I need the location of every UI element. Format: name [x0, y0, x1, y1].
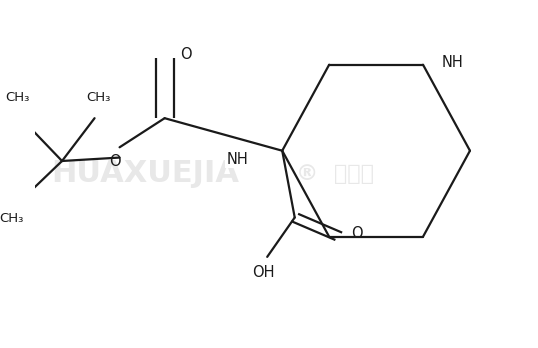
- Text: CH₃: CH₃: [87, 91, 111, 104]
- Text: O: O: [109, 154, 121, 169]
- Text: OH: OH: [252, 266, 274, 280]
- Text: CH₃: CH₃: [5, 91, 29, 104]
- Text: HUAXUEJIA: HUAXUEJIA: [51, 159, 239, 189]
- Text: ®  化学加: ® 化学加: [296, 164, 374, 184]
- Text: NH: NH: [226, 152, 248, 167]
- Text: O: O: [180, 47, 192, 62]
- Text: O: O: [351, 226, 363, 241]
- Text: NH: NH: [442, 55, 464, 71]
- Text: CH₃: CH₃: [0, 212, 23, 226]
